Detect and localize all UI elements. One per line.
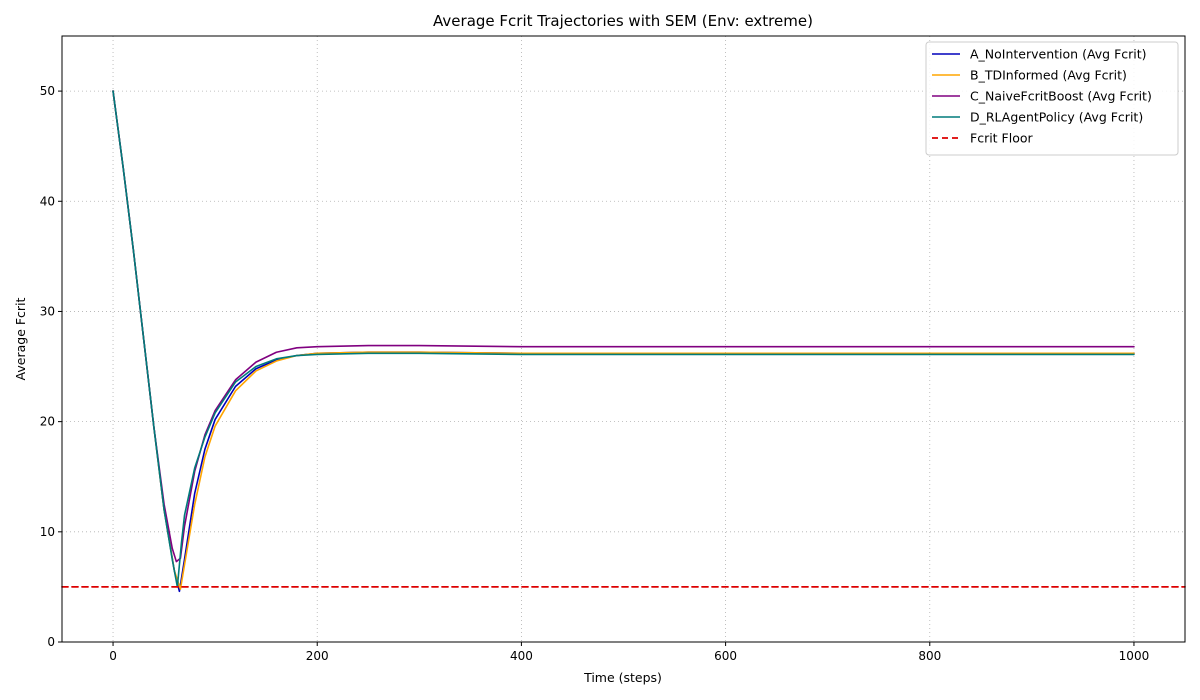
y-tick-label: 30 [40, 304, 55, 318]
legend: A_NoIntervention (Avg Fcrit) B_TDInformed… [925, 41, 1179, 156]
legend-label: Fcrit Floor [970, 131, 1034, 146]
legend-box [925, 41, 1179, 156]
y-tick-label: 10 [40, 525, 55, 539]
legend-label: A_NoIntervention (Avg Fcrit) [970, 47, 1147, 62]
legend-label: B_TDInformed (Avg Fcrit) [970, 68, 1127, 83]
y-axis-title: Average Fcrit [13, 297, 28, 380]
y-tick-label: 50 [40, 84, 55, 98]
axis-ticks: 0 200 400 600 800 1000 0 10 20 30 40 50 [40, 84, 1150, 663]
y-tick-label: 0 [47, 635, 55, 649]
legend-label: C_NaiveFcritBoost (Avg Fcrit) [970, 89, 1152, 104]
x-tick-label: 400 [510, 649, 533, 663]
legend-label: D_RLAgentPolicy (Avg Fcrit) [970, 110, 1143, 125]
plot-frame [61, 35, 1186, 643]
series-line-d-rlagentpolicy-avg-fcrit [112, 90, 1135, 588]
x-tick-label: 600 [714, 649, 737, 663]
x-tick-label: 1000 [1119, 649, 1150, 663]
chart-title: Average Fcrit Trajectories with SEM (Env… [433, 12, 813, 30]
series-layer [61, 90, 1186, 593]
x-tick-label: 800 [918, 649, 941, 663]
x-tick-label: 200 [306, 649, 329, 663]
y-tick-label: 20 [40, 415, 55, 429]
y-tick-label: 40 [40, 194, 55, 208]
x-tick-label: 0 [109, 649, 117, 663]
x-axis-title: Time (steps) [583, 670, 662, 685]
